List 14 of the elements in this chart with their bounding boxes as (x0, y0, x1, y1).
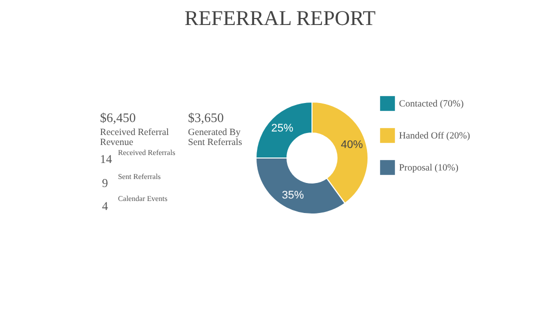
text: 9 (102, 176, 108, 191)
legend-label: Handed Off (20%) (399, 132, 470, 142)
text: Received Referral Revenue (100, 128, 170, 148)
text: 14 (100, 152, 112, 167)
legend-label: Contacted (70%) (399, 100, 464, 110)
legend-label: Proposal (10%) (399, 164, 458, 174)
data-label: 40% (340, 139, 364, 152)
text: $6,450 (100, 110, 136, 125)
text: $3,650 (188, 110, 224, 125)
data-label: 35% (282, 189, 304, 202)
text: 4 (102, 199, 108, 214)
text: Generated By Sent Referrals (188, 128, 244, 148)
text: REFERRAL REPORT (183, 6, 377, 31)
data-label: 25% (271, 122, 294, 134)
